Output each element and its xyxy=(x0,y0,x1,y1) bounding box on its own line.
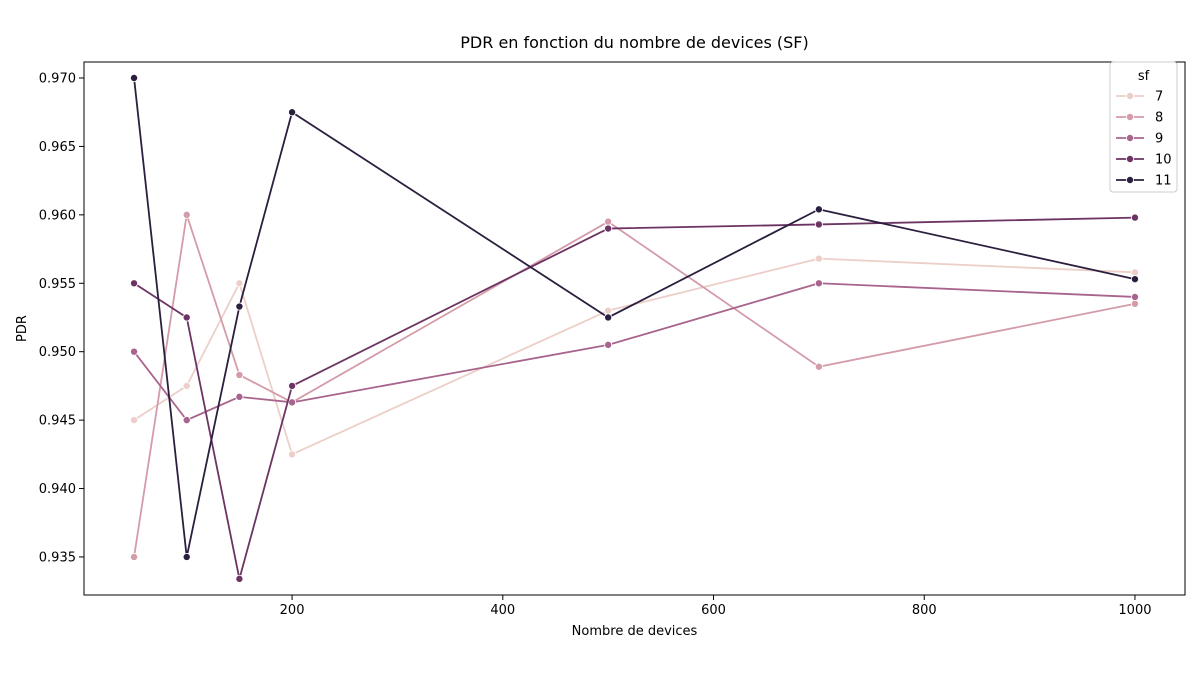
data-point-sf-9 xyxy=(814,279,823,288)
plot-area-frame xyxy=(83,61,1186,596)
data-point-sf-8 xyxy=(182,210,191,219)
data-point-sf-7 xyxy=(235,279,244,288)
x-axis-label: Nombre de devices xyxy=(572,624,698,639)
legend-item-sf-8: 8 xyxy=(1116,111,1163,126)
data-point-sf-8 xyxy=(814,362,823,371)
data-point-sf-9 xyxy=(235,392,244,401)
series-sf-10 xyxy=(130,213,1139,583)
series-sf-11 xyxy=(130,74,1139,561)
x-tick-label: 200 xyxy=(280,603,305,618)
y-tick-label: 0.955 xyxy=(39,277,76,292)
series-line-sf-11 xyxy=(133,77,1136,558)
data-point-sf-10 xyxy=(814,220,823,229)
y-tick-label: 0.960 xyxy=(39,208,76,223)
series-sf-8 xyxy=(130,210,1139,561)
data-point-sf-8 xyxy=(235,370,244,379)
data-point-sf-9 xyxy=(288,398,297,407)
legend-swatch-marker xyxy=(1126,113,1135,122)
legend-swatch-marker xyxy=(1126,154,1135,163)
legend-label: 9 xyxy=(1155,132,1163,147)
data-point-sf-9 xyxy=(1130,292,1139,301)
data-point-sf-11 xyxy=(814,205,823,214)
data-point-sf-8 xyxy=(130,552,139,561)
legend-item-sf-10: 10 xyxy=(1116,153,1172,168)
data-point-sf-7 xyxy=(182,381,191,390)
data-point-sf-8 xyxy=(604,217,613,226)
data-point-sf-10 xyxy=(288,381,297,390)
legend-swatch-marker xyxy=(1126,175,1135,184)
series-sf-7 xyxy=(130,254,1139,459)
legend-label: 11 xyxy=(1155,174,1172,189)
y-tick-label: 0.950 xyxy=(39,345,76,360)
data-point-sf-11 xyxy=(1130,275,1139,284)
legend-swatch-marker xyxy=(1126,92,1135,101)
x-tick-label: 800 xyxy=(912,603,937,618)
data-point-sf-7 xyxy=(130,416,139,425)
data-point-sf-9 xyxy=(182,416,191,425)
x-tick-label: 600 xyxy=(701,603,726,618)
x-axis: 200 400 600 800 1000 xyxy=(280,595,1152,618)
chart-title: PDR en fonction du nombre de devices (SF… xyxy=(460,33,808,52)
series-line-sf-7 xyxy=(133,257,1135,456)
data-point-sf-10 xyxy=(182,313,191,322)
data-point-sf-8 xyxy=(1130,299,1139,308)
data-point-sf-10 xyxy=(1130,213,1139,222)
data-point-sf-10 xyxy=(130,279,139,288)
y-tick-label: 0.970 xyxy=(39,72,76,87)
data-point-sf-7 xyxy=(288,450,297,459)
data-point-sf-10 xyxy=(235,574,244,583)
data-point-sf-9 xyxy=(604,340,613,349)
data-point-sf-7 xyxy=(604,306,613,315)
data-point-sf-10 xyxy=(604,224,613,233)
data-point-sf-11 xyxy=(130,74,139,83)
legend-item-sf-9: 9 xyxy=(1116,132,1163,147)
legend-item-sf-11: 11 xyxy=(1116,174,1172,189)
legend-title: sf xyxy=(1138,69,1150,84)
series-sf-9 xyxy=(130,279,1139,425)
data-point-sf-11 xyxy=(604,313,613,322)
y-tick-label: 0.935 xyxy=(39,550,76,565)
y-tick-label: 0.945 xyxy=(39,414,76,429)
legend-swatch-marker xyxy=(1126,133,1135,142)
data-point-sf-11 xyxy=(288,108,297,117)
data-point-sf-9 xyxy=(130,347,139,356)
x-tick-label: 400 xyxy=(490,603,515,618)
y-tick-label: 0.940 xyxy=(39,482,76,497)
data-point-sf-7 xyxy=(1130,268,1139,277)
legend-label: 8 xyxy=(1155,111,1163,126)
legend: sf 7 8 9 10 11 xyxy=(1109,61,1178,193)
legend-label: 7 xyxy=(1155,90,1163,105)
x-tick-label: 1000 xyxy=(1118,603,1151,618)
series-layer xyxy=(130,74,1139,583)
y-tick-label: 0.965 xyxy=(39,140,76,155)
data-point-sf-11 xyxy=(235,302,244,311)
legend-item-sf-7: 7 xyxy=(1116,90,1163,105)
y-axis-label: PDR xyxy=(15,315,30,342)
data-point-sf-7 xyxy=(814,254,823,263)
y-axis: 0.935 0.940 0.945 0.950 0.955 0.960 0.965 0.970 xyxy=(39,72,84,565)
legend-label: 10 xyxy=(1155,153,1172,168)
data-point-sf-11 xyxy=(182,552,191,561)
